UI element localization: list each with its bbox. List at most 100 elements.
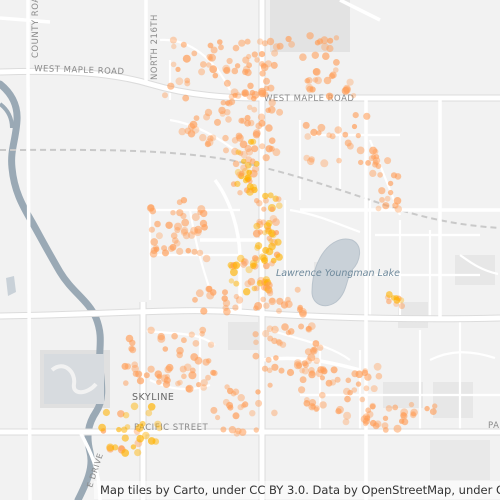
incident-point [191, 50, 198, 57]
block [433, 382, 473, 418]
incident-point [247, 119, 255, 127]
incident-point [147, 326, 155, 334]
incident-point [278, 367, 285, 374]
street [188, 209, 212, 291]
street [459, 254, 499, 276]
incident-point [306, 85, 314, 93]
incident-point [299, 367, 305, 374]
incident-point [240, 164, 248, 172]
block [270, 0, 350, 52]
incident-point [410, 411, 416, 417]
incident-point [269, 260, 275, 267]
incident-point [308, 370, 316, 379]
incident-point [194, 228, 202, 237]
incident-point [252, 255, 259, 262]
incident-point [223, 79, 231, 87]
incident-point [365, 407, 372, 414]
incident-point [319, 375, 325, 381]
incident-point [209, 289, 217, 296]
incident-point [262, 197, 269, 204]
incident-point [206, 62, 212, 68]
incident-point [244, 114, 251, 121]
incident-point [351, 387, 358, 393]
label-north-216th: NORTH 216TH [150, 14, 160, 80]
incident-point [329, 133, 336, 140]
incident-point [276, 297, 284, 305]
incident-point [387, 180, 394, 187]
incident-point [157, 334, 166, 343]
incident-point [102, 408, 110, 417]
incident-point [221, 295, 228, 302]
incident-point [304, 133, 312, 140]
incident-point [343, 84, 351, 93]
incident-point [378, 187, 386, 195]
incident-point [294, 286, 301, 293]
incident-point [233, 430, 240, 437]
incident-point [370, 385, 378, 393]
incident-point [285, 330, 291, 336]
incident-point [232, 160, 240, 168]
incident-point [270, 61, 278, 69]
incident-point [241, 258, 249, 266]
incident-point [263, 302, 270, 309]
incident-point [323, 76, 332, 85]
incident-point [384, 157, 392, 165]
county-road [26, 0, 32, 500]
incident-point [237, 150, 244, 156]
map-attribution[interactable]: Map tiles by Carto, under CC BY 3.0. Dat… [94, 481, 500, 499]
incident-point [199, 326, 207, 334]
incident-point [142, 431, 150, 440]
incident-point [326, 132, 332, 138]
incident-point [275, 338, 282, 345]
incident-point [279, 341, 287, 348]
incident-point [131, 361, 138, 369]
incident-point [220, 426, 227, 433]
label-lake: Lawrence Youngman Lake [276, 268, 400, 279]
incident-point [304, 397, 310, 403]
incident-point [232, 44, 240, 52]
incident-point [210, 46, 218, 54]
incident-point [248, 138, 254, 145]
incident-point [173, 240, 181, 247]
incident-point [256, 38, 264, 45]
label-edge-right: PA [488, 421, 499, 431]
incident-point [359, 396, 366, 403]
incident-point [205, 138, 214, 147]
incident-point [246, 183, 254, 191]
incident-point [372, 422, 380, 430]
incident-point [372, 159, 379, 166]
incident-point [182, 231, 191, 240]
incident-point [314, 76, 323, 85]
incident-point [271, 49, 279, 57]
incident-point [410, 408, 418, 417]
incident-point [326, 44, 334, 53]
incident-point [256, 220, 264, 229]
incident-point [373, 154, 380, 160]
incident-point [231, 147, 239, 156]
incident-point [244, 161, 252, 169]
incident-point [299, 376, 307, 384]
incident-point [374, 420, 382, 428]
incident-point [275, 196, 282, 203]
incident-point [317, 123, 326, 132]
incident-point [231, 137, 239, 144]
incident-point [176, 247, 184, 255]
incident-point [175, 380, 181, 387]
incident-point [156, 425, 163, 432]
incident-point [170, 61, 177, 68]
incident-point [254, 198, 260, 204]
incident-point [265, 281, 273, 289]
street [429, 351, 496, 361]
incident-point [222, 304, 229, 311]
incident-point [238, 117, 245, 124]
incident-point [313, 357, 320, 364]
incident-point [385, 291, 393, 298]
incident-point [304, 78, 311, 84]
incident-point [265, 227, 272, 235]
incident-point [312, 77, 319, 83]
incident-point [394, 205, 402, 213]
incident-point [321, 43, 329, 51]
incident-point [235, 296, 244, 304]
